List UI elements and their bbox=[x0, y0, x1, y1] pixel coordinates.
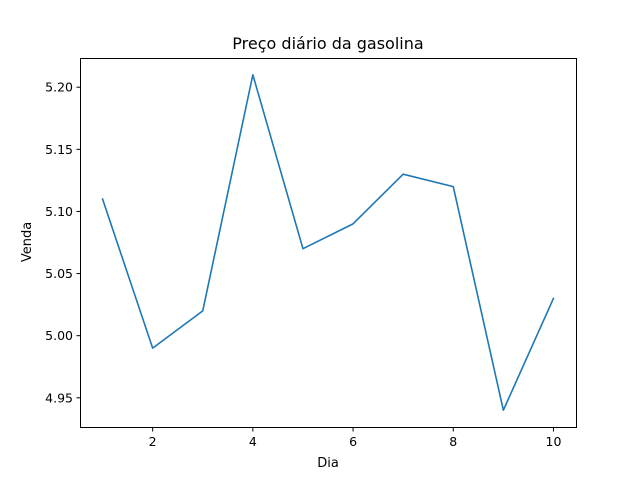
x-tick-label: 6 bbox=[349, 434, 357, 449]
y-tick-label: 5.05 bbox=[45, 266, 73, 281]
y-tick-label: 4.95 bbox=[45, 390, 73, 405]
y-tick-label: 5.15 bbox=[45, 142, 73, 157]
x-tick-label: 4 bbox=[249, 434, 257, 449]
x-tick-label: 8 bbox=[449, 434, 457, 449]
y-axis-label: Venda bbox=[20, 222, 35, 262]
plot-area: 2 4 6 8 10 4.95 5.00 5.05 5.10 5.15 5.20 bbox=[45, 58, 577, 449]
plot-frame bbox=[80, 58, 577, 428]
y-tick-label: 5.00 bbox=[45, 328, 73, 343]
series-line-0 bbox=[101, 73, 555, 412]
y-tick-label: 5.10 bbox=[45, 204, 73, 219]
x-tick-label: 10 bbox=[546, 434, 562, 449]
x-axis-label: Dia bbox=[317, 456, 339, 471]
x-tick-label: 2 bbox=[149, 434, 157, 449]
chart-title: Preço diário da gasolina bbox=[232, 34, 423, 53]
y-tick-label: 5.20 bbox=[45, 80, 73, 95]
